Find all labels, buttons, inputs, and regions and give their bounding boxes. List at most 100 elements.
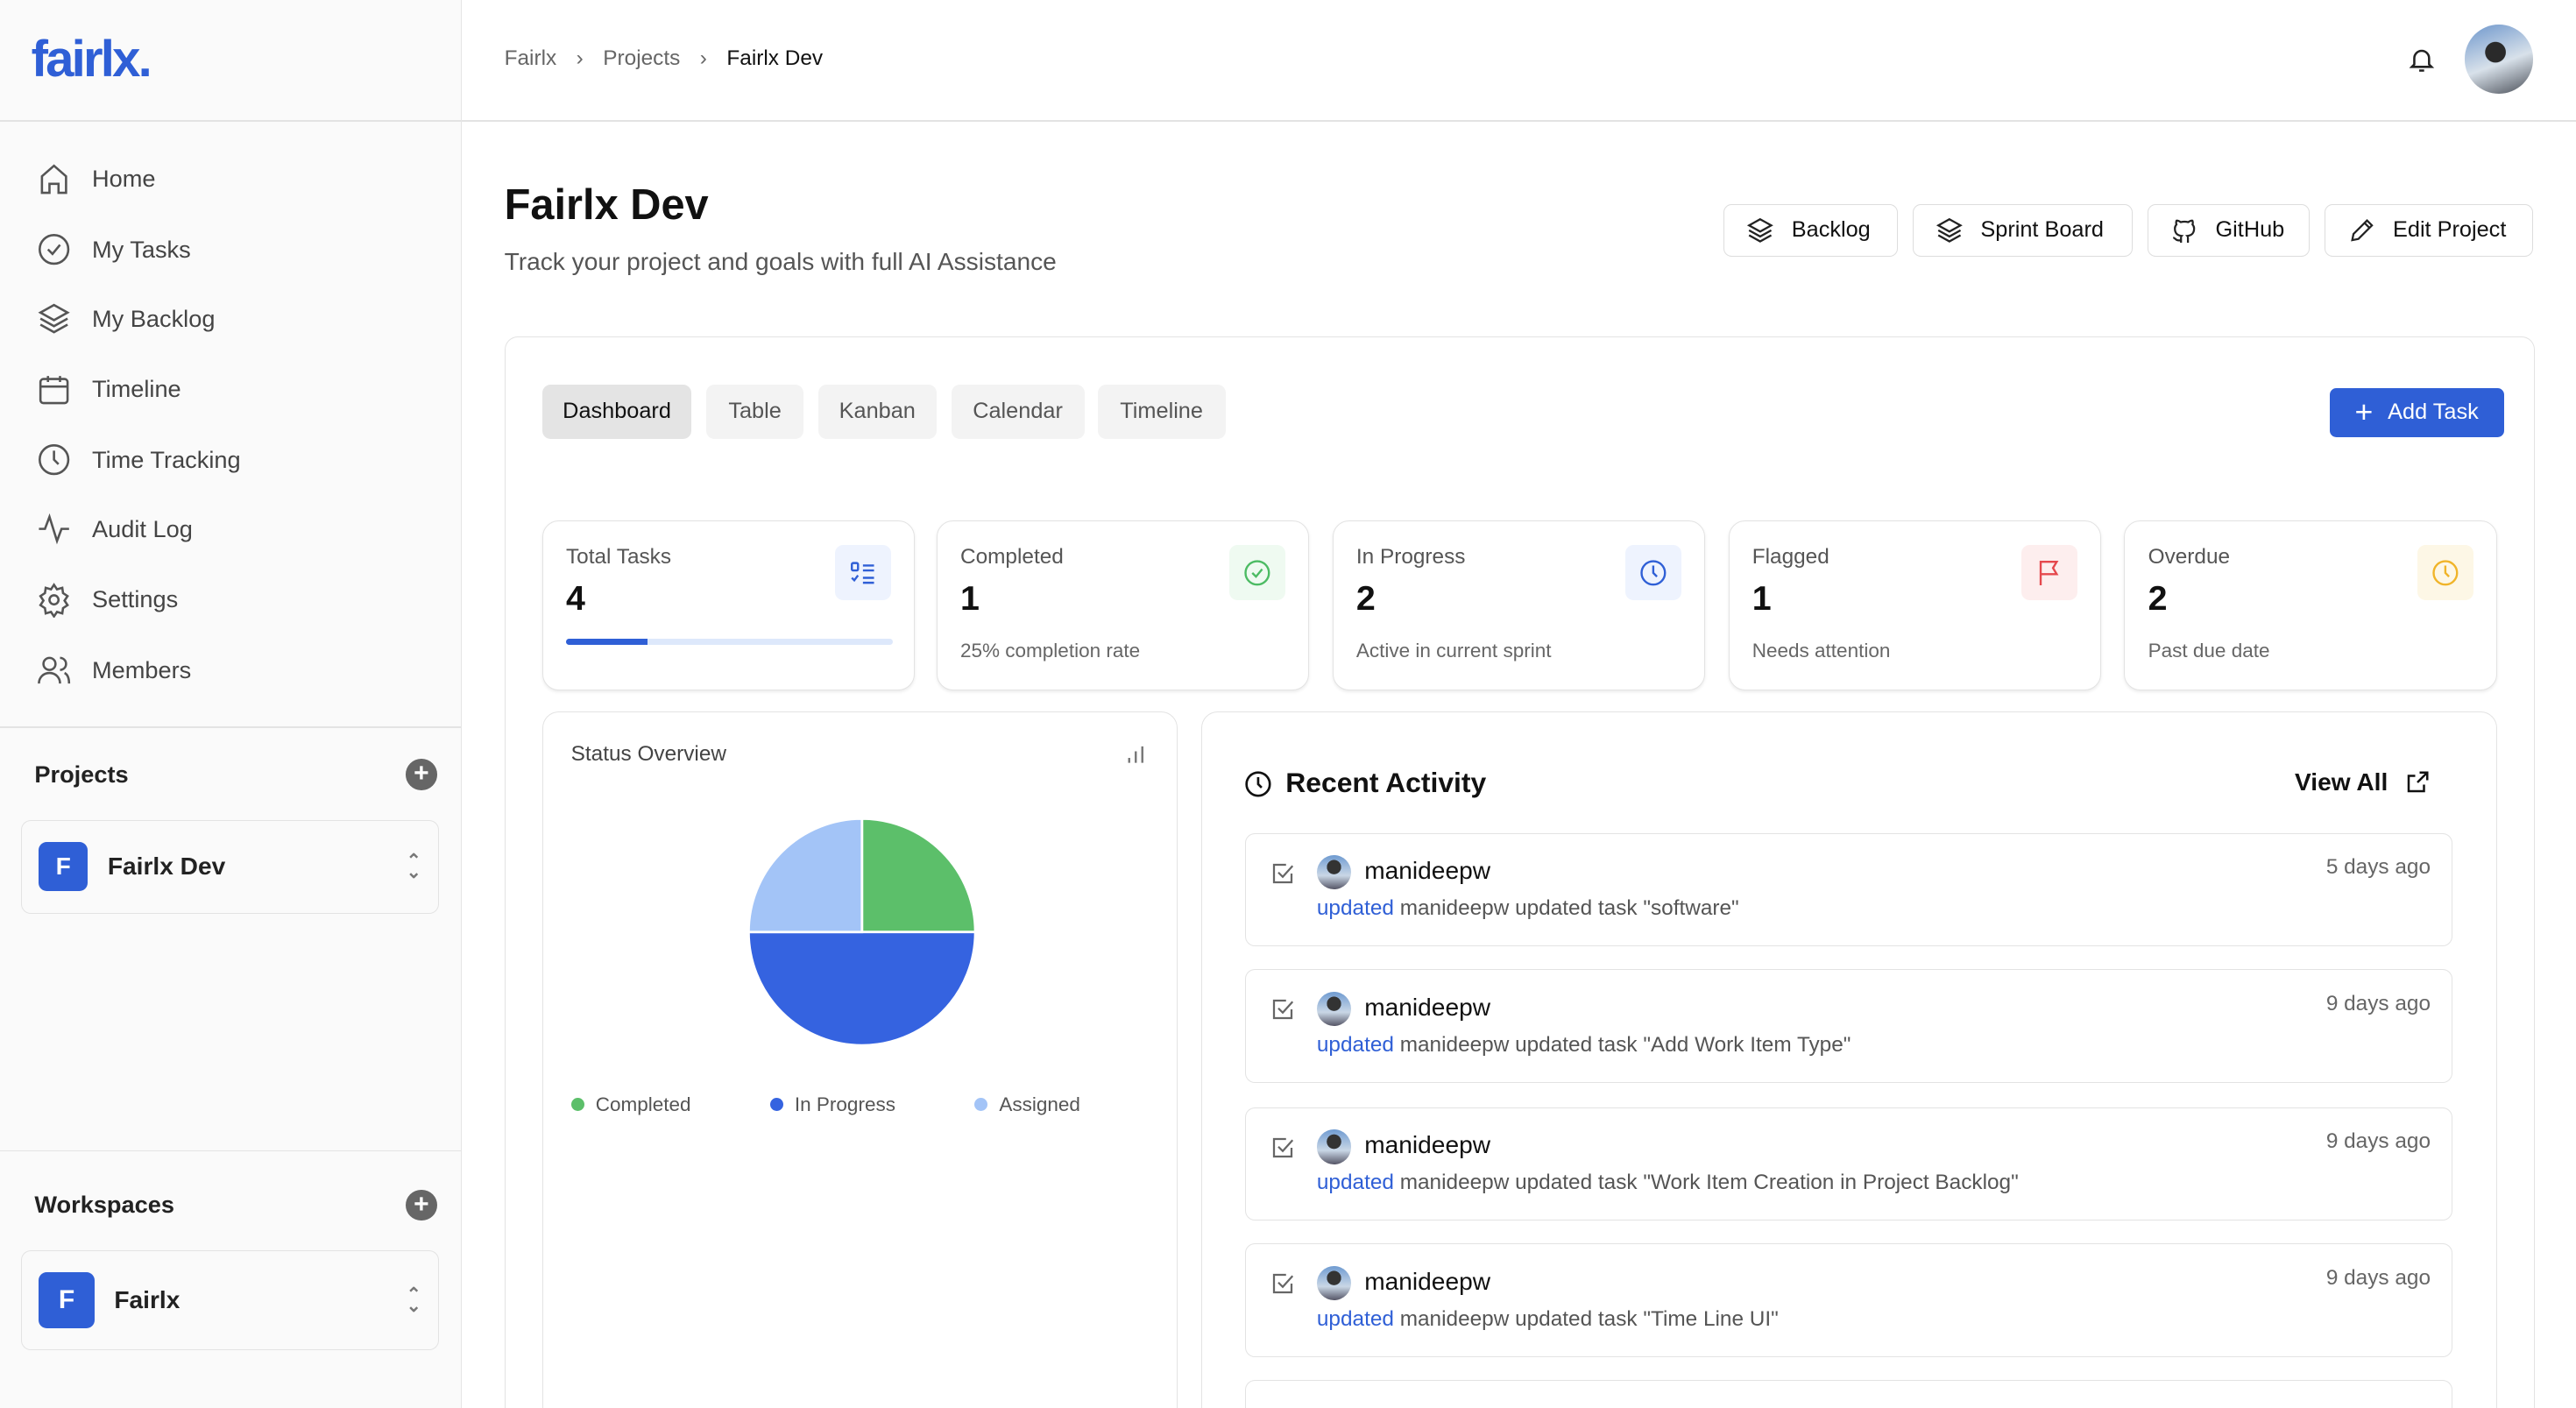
breadcrumb-projects[interactable]: Projects	[603, 46, 681, 70]
workspace-badge: F	[39, 1272, 95, 1328]
gear-icon	[39, 582, 70, 618]
sidebar-item-label: Time Tracking	[92, 446, 241, 473]
user-avatar[interactable]	[2464, 25, 2534, 94]
stat-value: 2	[1355, 579, 1376, 618]
activity-item[interactable]: manideepw 5 days ago updated manideepw u…	[1245, 832, 2453, 946]
sprint-board-button[interactable]: Sprint Board	[1912, 203, 2133, 257]
checkbox-icon	[1272, 863, 1293, 883]
stat-subtext: Past due date	[2148, 640, 2270, 662]
bell-icon[interactable]	[2407, 45, 2437, 74]
activity-time: 9 days ago	[2325, 991, 2431, 1015]
activity-time: 5 days ago	[2325, 855, 2431, 879]
layers-icon	[38, 303, 70, 334]
stat-card-total-tasks: Total Tasks 4	[541, 520, 916, 690]
status-overview-title: Status Overview	[570, 741, 726, 766]
sidebar-item-label: Home	[92, 165, 156, 193]
stat-value: 1	[1752, 579, 1772, 618]
stat-icon-box	[1229, 544, 1286, 601]
project-selector[interactable]: F Fairlx Dev ⌃ ⌄	[21, 819, 439, 914]
pie-slice-in-progress[interactable]	[747, 930, 977, 1047]
user-avatar	[1316, 855, 1352, 890]
user-avatar	[1316, 1265, 1352, 1301]
dashboard-card	[504, 336, 2536, 1408]
home-icon	[40, 164, 67, 195]
user-avatar	[1316, 991, 1352, 1026]
breadcrumb-current: Fairlx Dev	[726, 46, 824, 70]
tab-kanban[interactable]: Kanban	[817, 384, 937, 439]
flag-icon	[2039, 560, 2059, 585]
activity-time: 9 days ago	[2325, 1129, 2431, 1154]
activity-message: updated manideepw updated task "software…	[1316, 895, 1739, 920]
legend-item: In Progress	[769, 1093, 895, 1116]
activity-item	[1245, 1380, 2453, 1408]
breadcrumb-fairlx[interactable]: Fairlx	[504, 46, 557, 70]
status-overview-panel: Status Overview Completed In Progress Assi…	[541, 711, 1178, 1408]
chevron-right-icon: ›	[576, 46, 584, 70]
stat-value: 4	[566, 579, 585, 618]
tab-table[interactable]: Table	[706, 384, 803, 439]
add-workspace-button[interactable]: +	[406, 1189, 437, 1221]
plus-icon: +	[2354, 393, 2374, 429]
sidebar-item-label: Audit Log	[92, 514, 193, 542]
activity-icon	[39, 513, 70, 545]
pie-slice-assigned[interactable]	[747, 817, 863, 934]
sidebar-item-audit-log[interactable]: Audit Log	[36, 505, 193, 554]
checkbox-icon	[1272, 1274, 1293, 1294]
github-button[interactable]: GitHub	[2147, 203, 2311, 257]
bar-chart-icon[interactable]	[1126, 745, 1146, 765]
backlog-button[interactable]: Backlog	[1723, 203, 1898, 257]
stat-label: In Progress	[1355, 544, 1466, 569]
legend-item: Completed	[570, 1093, 691, 1116]
tab-dashboard[interactable]: Dashboard	[541, 384, 692, 439]
activity-message: updated manideepw updated task "Add Work…	[1316, 1032, 1851, 1057]
completion-progress-bar	[566, 638, 894, 645]
sidebar-item-members[interactable]: Members	[36, 646, 191, 695]
activity-user: manideepw	[1364, 1267, 1491, 1295]
legend-item: Assigned	[974, 1093, 1080, 1116]
pie-slice-completed[interactable]	[860, 817, 977, 934]
stat-subtext: Needs attention	[1752, 640, 1891, 662]
view-all-link[interactable]: View All	[2295, 768, 2431, 796]
clock-icon	[39, 444, 70, 476]
logo: fairlx.	[31, 30, 152, 88]
add-project-button[interactable]: +	[406, 759, 437, 790]
sidebar-item-home[interactable]: Home	[36, 154, 155, 203]
clock-icon	[1640, 559, 1667, 586]
activity-item[interactable]: manideepw 9 days ago updated manideepw u…	[1245, 1107, 2453, 1221]
legend-swatch	[769, 1098, 783, 1112]
stat-label: Flagged	[1752, 544, 1829, 569]
sidebar-item-timeline[interactable]: Timeline	[36, 364, 181, 414]
stat-card-flagged: Flagged 1 Needs attention	[1728, 520, 2102, 690]
stat-value: 2	[2148, 579, 2168, 618]
stat-card-overdue: Overdue 2 Past due date	[2124, 520, 2497, 690]
chevron-updown-icon: ⌃ ⌄	[406, 850, 421, 883]
workspace-selector[interactable]: F Fairlx ⌃ ⌄	[21, 1249, 439, 1351]
sidebar-item-time-tracking[interactable]: Time Tracking	[36, 435, 241, 485]
external-link-icon	[2407, 771, 2429, 792]
stat-subtext: Active in current sprint	[1355, 640, 1552, 662]
chevron-updown-icon: ⌃ ⌄	[406, 1284, 421, 1317]
list-check-icon	[851, 562, 874, 584]
check-circle-icon	[39, 234, 70, 265]
add-task-button[interactable]: + Add Task	[2329, 387, 2504, 437]
activity-item[interactable]: manideepw 9 days ago updated manideepw u…	[1245, 1243, 2453, 1357]
status-pie-chart	[747, 817, 977, 1047]
sidebar-item-settings[interactable]: Settings	[36, 575, 178, 624]
sidebar-item-my-tasks[interactable]: My Tasks	[36, 225, 191, 274]
activity-user: manideepw	[1364, 1131, 1491, 1158]
tab-timeline[interactable]: Timeline	[1097, 384, 1226, 439]
activity-item[interactable]: manideepw 9 days ago updated manideepw u…	[1245, 969, 2453, 1083]
layers-icon	[1747, 217, 1774, 243]
clock-icon	[1245, 770, 1271, 797]
edit-project-button[interactable]: Edit Project	[2325, 203, 2534, 257]
sidebar-item-my-backlog[interactable]: My Backlog	[36, 294, 215, 343]
legend-swatch	[974, 1098, 988, 1112]
stat-label: Completed	[960, 544, 1064, 569]
tab-calendar[interactable]: Calendar	[951, 384, 1085, 439]
page-title: Fairlx Dev	[504, 181, 709, 230]
github-icon	[2173, 219, 2196, 243]
pencil-icon	[2350, 218, 2374, 242]
project-name: Fairlx Dev	[107, 853, 226, 881]
clock-icon	[2432, 559, 2459, 586]
recent-activity-title: Recent Activity	[1285, 766, 1487, 798]
